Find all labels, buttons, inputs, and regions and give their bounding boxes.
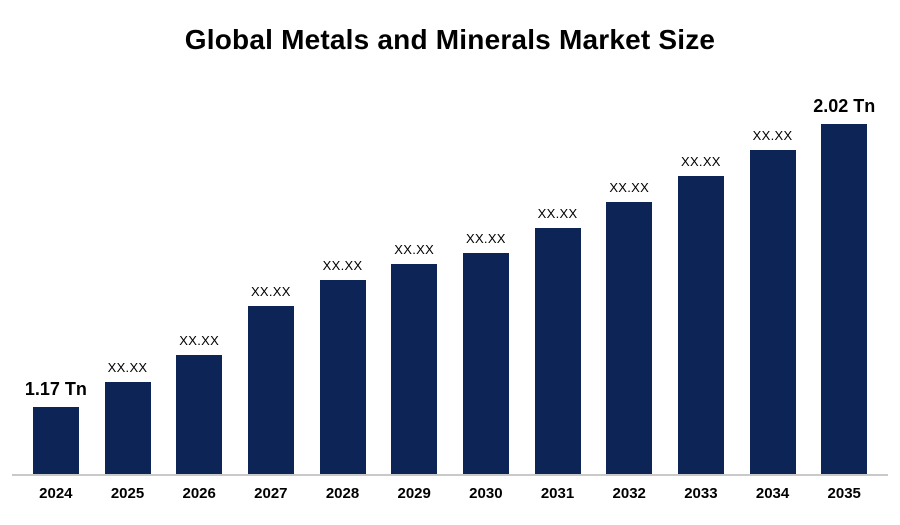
- bar: [391, 264, 438, 474]
- bar-group: XX.XX: [665, 154, 737, 474]
- x-axis-tick-label: 2026: [182, 485, 216, 502]
- bar-group: XX.XX: [307, 258, 379, 474]
- bar: [821, 124, 868, 474]
- bar: [176, 355, 223, 474]
- bar-chart: 1.17 Tn XX.XX XX.XX XX.XX XX.XX XX.XX XX.XX XX.…: [12, 88, 888, 502]
- bar-value-label: 2.02 Tn: [813, 96, 876, 116]
- bar-group: XX.XX: [593, 180, 665, 474]
- bars-area: 1.17 Tn XX.XX XX.XX XX.XX XX.XX XX.XX XX.XX XX.…: [12, 88, 888, 474]
- bar-group: XX.XX: [92, 360, 164, 474]
- bar-group: 2.02 Tn: [808, 96, 880, 474]
- x-axis-tick-label: 2028: [325, 485, 360, 502]
- x-axis-tick-label: 2027: [254, 485, 288, 502]
- x-axis-tick-label: 2033: [684, 485, 718, 502]
- bar-value-label: XX.XX: [179, 333, 220, 348]
- bar-value-label: XX.XX: [394, 242, 435, 257]
- x-axis-tick-label: 2025: [110, 485, 145, 502]
- bar-value-label: XX.XX: [609, 180, 650, 195]
- bar-group: XX.XX: [378, 242, 450, 474]
- x-axis-tick-label: 2035: [827, 485, 861, 502]
- bar: [319, 280, 366, 474]
- bar-group: XX.XX: [737, 128, 809, 474]
- bar-value-label: XX.XX: [250, 284, 291, 299]
- bar-value-label: XX.XX: [752, 128, 793, 143]
- bar-group: XX.XX: [522, 206, 594, 474]
- bar: [534, 228, 581, 474]
- bar-value-label: XX.XX: [680, 154, 721, 169]
- x-axis-line: [12, 474, 888, 476]
- bar: [32, 407, 79, 474]
- bar-value-label: XX.XX: [322, 258, 363, 273]
- x-axis-tick-label: 2024: [39, 485, 73, 502]
- bar: [247, 306, 294, 474]
- bar-group: XX.XX: [163, 333, 235, 474]
- bar-value-label: XX.XX: [537, 206, 578, 221]
- x-axis-labels: 2024 2025 2026 2027 2028 2029 2030 2031 2032 2033…: [12, 485, 888, 502]
- bar-value-label: XX.XX: [107, 360, 148, 375]
- bar-group: 1.17 Tn: [20, 379, 92, 474]
- bar-value-label: 1.17 Tn: [24, 379, 87, 399]
- bar: [749, 150, 796, 474]
- x-axis-tick-label: 2032: [612, 485, 646, 502]
- x-axis-tick-label: 2030: [469, 485, 503, 502]
- bar: [677, 176, 724, 474]
- bar-value-label: XX.XX: [465, 231, 506, 246]
- bar: [104, 382, 151, 474]
- x-axis-tick-label: 2034: [755, 485, 790, 502]
- bar-group: XX.XX: [450, 231, 522, 474]
- bar-group: XX.XX: [235, 284, 307, 474]
- bar: [462, 253, 509, 474]
- x-axis-tick-label: 2029: [397, 485, 431, 502]
- chart-title: Global Metals and Minerals Market Size: [184, 24, 716, 55]
- bar: [606, 202, 653, 474]
- x-axis-tick-label: 2031: [540, 485, 575, 502]
